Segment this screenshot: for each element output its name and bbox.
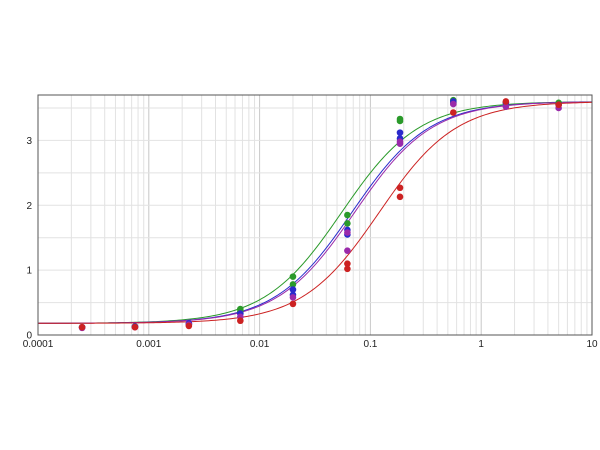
data-points	[78, 96, 562, 332]
data-point	[237, 317, 244, 325]
data-point	[289, 281, 297, 288]
x-tick-label: 0.01	[250, 339, 270, 350]
data-point	[396, 140, 404, 147]
data-point	[289, 273, 297, 280]
plot-frame	[37, 94, 593, 336]
fit-curves	[38, 101, 593, 324]
data-point	[344, 260, 351, 267]
data-point	[396, 184, 404, 192]
grid	[37, 95, 592, 336]
x-tick-label: 10	[586, 339, 598, 350]
data-point	[131, 323, 139, 331]
data-point	[449, 100, 457, 108]
tick-labels: 0.0001 0.001 0.01 0.1 1 10 0 1 2 3	[23, 136, 598, 350]
data-point	[289, 294, 297, 301]
data-point	[289, 286, 297, 293]
x-tick-label: 0.0001	[23, 339, 54, 350]
x-tick-label: 0.1	[363, 339, 377, 350]
data-point	[344, 229, 351, 236]
y-tick-label: 2	[26, 201, 32, 212]
data-point	[502, 103, 510, 110]
x-tick-label: 0.001	[136, 339, 161, 350]
data-point	[449, 109, 457, 116]
data-point	[396, 129, 404, 136]
data-point	[555, 101, 562, 109]
data-point	[78, 323, 86, 331]
data-point	[396, 193, 404, 201]
data-point	[185, 322, 193, 330]
y-tick-label: 0	[26, 331, 32, 342]
y-tick-label: 3	[26, 136, 32, 147]
data-point	[344, 220, 351, 227]
data-point	[289, 300, 297, 308]
data-point	[344, 247, 351, 254]
x-tick-label: 1	[478, 339, 484, 350]
data-point	[502, 98, 510, 105]
data-point	[396, 117, 404, 125]
data-point	[344, 265, 351, 273]
data-point	[344, 211, 351, 219]
y-tick-label: 1	[26, 266, 32, 277]
fit-curve	[38, 101, 593, 324]
